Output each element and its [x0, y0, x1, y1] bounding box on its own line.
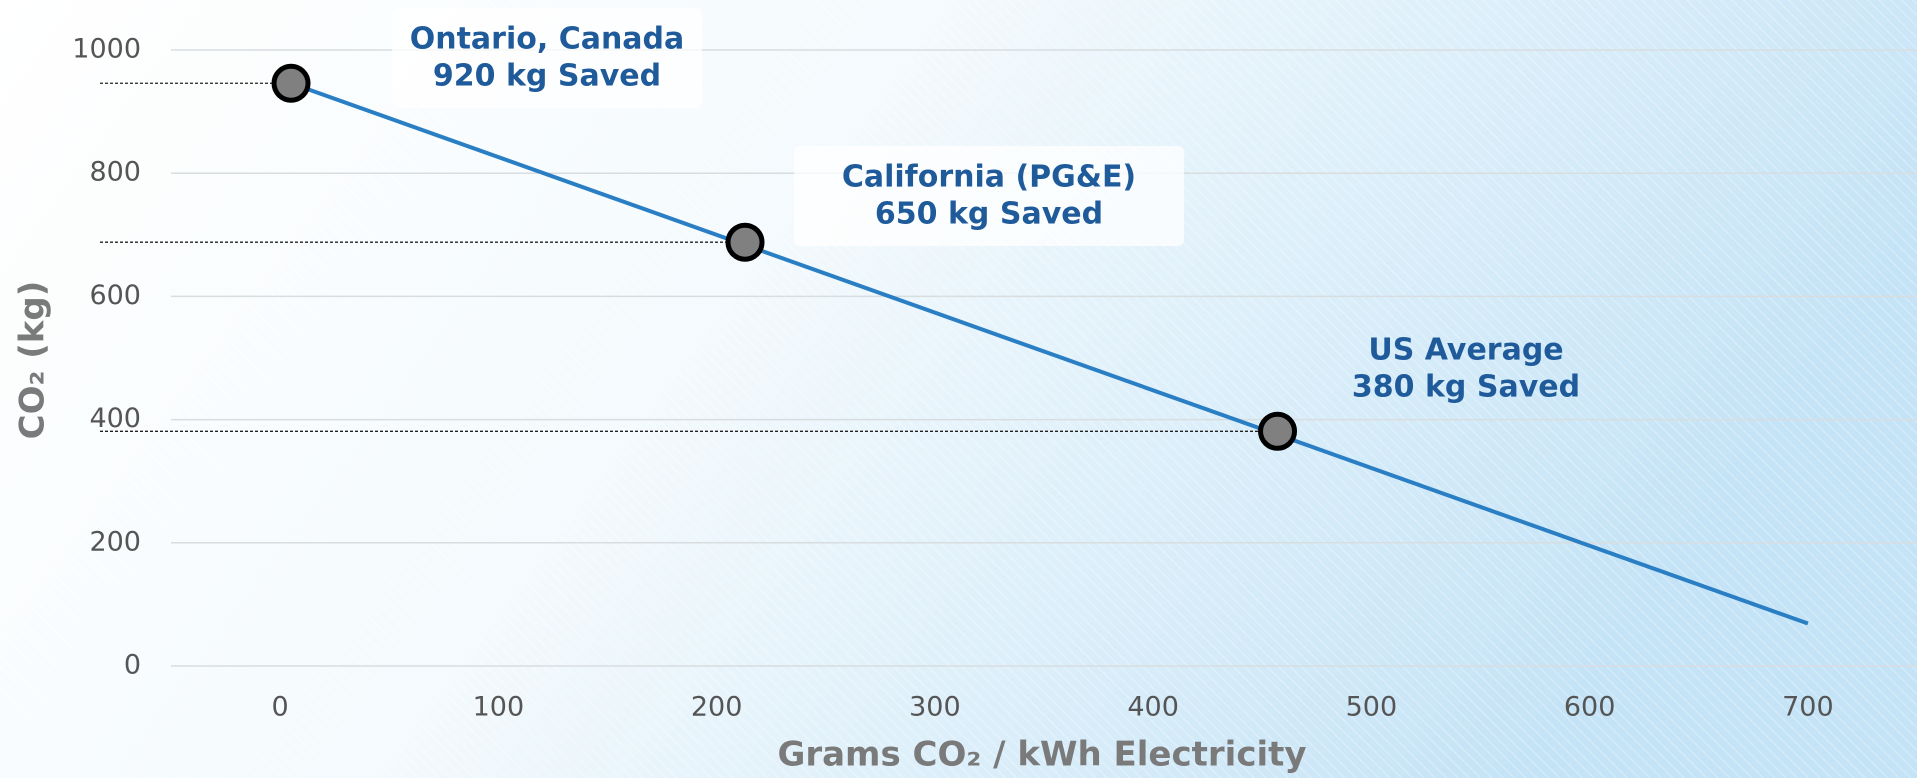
annotation-text: 920 kg Saved: [433, 59, 661, 94]
grid: [171, 49, 1917, 667]
x-tick-label: 700: [1782, 692, 1834, 723]
y-tick-label: 200: [89, 526, 141, 557]
x-tick-label: 300: [909, 692, 961, 723]
x-tick-label: 400: [1127, 692, 1179, 723]
plot: [271, 63, 1809, 626]
point: [271, 63, 311, 103]
y-axis-title: CO₂ (kg): [13, 281, 53, 440]
y-tick-label: 600: [89, 280, 141, 311]
line: [290, 81, 1809, 626]
annotation-text: 650 kg Saved: [875, 197, 1103, 232]
annotation-text: 380 kg Saved: [1352, 370, 1580, 405]
x-tick-label: 600: [1564, 692, 1616, 723]
point: [725, 222, 765, 262]
x-tick-label: 500: [1346, 692, 1398, 723]
y-tick-label: 0: [124, 650, 141, 681]
annotation-text: California (PG&E): [842, 160, 1136, 195]
y-tick-label: 800: [89, 157, 141, 188]
x-tick-label: 100: [473, 692, 525, 723]
y-tick-label: 1000: [72, 34, 141, 65]
annotation-box: [794, 146, 1184, 246]
annotation-text: US Average: [1368, 333, 1563, 368]
y-tick-label: 400: [89, 403, 141, 434]
annotation-box: [392, 8, 702, 108]
x-tick-label: 0: [272, 692, 289, 723]
x-axis-title: Grams CO₂ / kWh Electricity: [777, 735, 1306, 775]
annotation-text: Ontario, Canada: [410, 22, 685, 57]
guides: [100, 82, 1278, 432]
x-tick-label: 200: [691, 692, 743, 723]
point: [1258, 411, 1298, 451]
